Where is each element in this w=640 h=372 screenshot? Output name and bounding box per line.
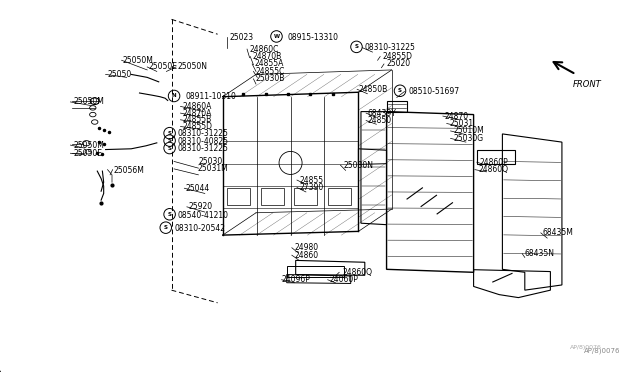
Text: 25020: 25020	[387, 60, 411, 68]
Text: S: S	[168, 212, 172, 217]
Text: 24855: 24855	[300, 176, 324, 185]
Text: 24855B: 24855B	[182, 115, 212, 124]
Text: 08310-20542: 08310-20542	[174, 224, 225, 233]
Text: 68439Y: 68439Y	[368, 109, 397, 118]
Text: 08915-13310: 08915-13310	[288, 33, 339, 42]
Text: 08510-51697: 08510-51697	[408, 87, 460, 96]
Text: 24870A: 24870A	[182, 109, 212, 118]
Text: S: S	[168, 138, 172, 143]
Text: S: S	[168, 131, 172, 136]
Text: 25030N: 25030N	[343, 161, 373, 170]
Bar	[227, 188, 250, 205]
Text: 25050E: 25050E	[148, 62, 177, 71]
Text: 68435M: 68435M	[543, 228, 573, 237]
Text: 25044: 25044	[186, 184, 210, 193]
Bar	[261, 188, 284, 205]
Text: 24860C: 24860C	[250, 45, 279, 54]
Text: 24860: 24860	[294, 251, 319, 260]
Text: N: N	[172, 93, 177, 99]
Text: 24860Q: 24860Q	[479, 165, 509, 174]
Text: AP/8)0076: AP/8)0076	[584, 348, 621, 354]
Bar	[294, 188, 317, 205]
Bar	[328, 188, 351, 205]
Text: S: S	[164, 225, 168, 230]
Text: 25031: 25031	[449, 119, 474, 128]
Text: 25030G: 25030G	[453, 134, 483, 143]
Text: 25056M: 25056M	[114, 166, 145, 175]
Text: 25031M: 25031M	[197, 164, 228, 173]
Text: 25050M: 25050M	[123, 56, 154, 65]
Text: 25050: 25050	[108, 70, 132, 79]
Text: FRONT: FRONT	[573, 80, 602, 89]
Text: 08911-10310: 08911-10310	[186, 92, 236, 101]
Text: 24855A: 24855A	[255, 60, 284, 68]
Text: 24096P: 24096P	[282, 275, 310, 284]
Text: 08310-31225: 08310-31225	[178, 129, 228, 138]
Text: 24870B: 24870B	[253, 52, 282, 61]
Text: 08540-41210: 08540-41210	[178, 211, 229, 219]
Text: 25050M: 25050M	[74, 141, 104, 150]
Text: 25050N: 25050N	[178, 62, 208, 71]
Text: 24860A: 24860A	[182, 102, 212, 111]
Text: 08310-31225: 08310-31225	[365, 43, 415, 52]
Text: 25030: 25030	[198, 157, 223, 166]
Text: S: S	[398, 88, 402, 93]
Bar	[387, 101, 407, 112]
Text: 25050M: 25050M	[74, 97, 104, 106]
Text: 24850B: 24850B	[358, 85, 388, 94]
Text: 08310-40825: 08310-40825	[178, 137, 229, 146]
Text: 24060P: 24060P	[330, 275, 358, 284]
Text: 24855D: 24855D	[182, 122, 212, 131]
Text: 24855D: 24855D	[383, 52, 413, 61]
Text: 08310-31225: 08310-31225	[178, 144, 228, 153]
Bar	[287, 266, 344, 277]
Text: S: S	[355, 44, 358, 49]
Text: 24855C: 24855C	[256, 67, 285, 76]
Text: S: S	[168, 145, 172, 151]
Text: 25920: 25920	[189, 202, 213, 211]
Text: 25030B: 25030B	[256, 74, 285, 83]
Text: 68435N: 68435N	[525, 249, 555, 258]
Text: 24850: 24850	[368, 116, 392, 125]
Text: 27390: 27390	[300, 183, 324, 192]
Text: 24860Q: 24860Q	[342, 268, 372, 277]
Text: 25050E: 25050E	[74, 149, 102, 158]
Text: W: W	[273, 34, 280, 39]
Bar	[477, 150, 515, 164]
Text: 24980: 24980	[294, 243, 319, 252]
Text: 25023: 25023	[229, 33, 253, 42]
Text: 24860P: 24860P	[480, 158, 509, 167]
Text: AP/8)0076: AP/8)0076	[570, 346, 602, 350]
Text: 25010M: 25010M	[453, 126, 484, 135]
Text: 24870: 24870	[445, 112, 469, 121]
